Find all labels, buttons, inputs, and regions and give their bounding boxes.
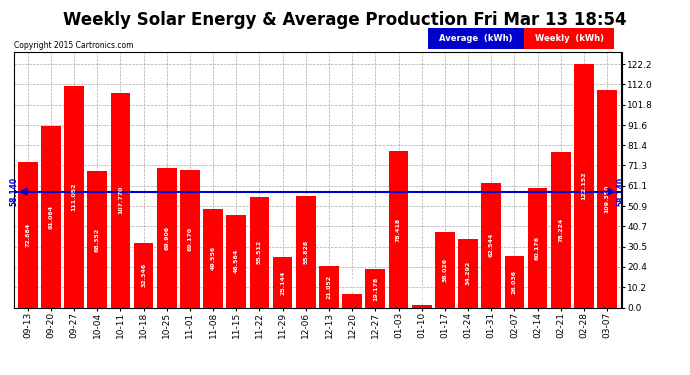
Bar: [412, 306, 431, 308]
Text: 1.030: 1.030: [420, 284, 424, 303]
Bar: [64, 86, 84, 308]
Text: 19.178: 19.178: [373, 276, 378, 300]
Bar: [180, 170, 200, 308]
Bar: [504, 256, 524, 308]
Text: Weekly Solar Energy & Average Production Fri Mar 13 18:54: Weekly Solar Energy & Average Production…: [63, 11, 627, 29]
Bar: [574, 64, 594, 308]
Text: 49.556: 49.556: [210, 246, 215, 270]
Text: 69.170: 69.170: [188, 226, 193, 251]
Text: 34.292: 34.292: [466, 261, 471, 285]
Text: 32.346: 32.346: [141, 263, 146, 287]
Bar: [296, 196, 315, 308]
Bar: [134, 243, 153, 308]
Bar: [41, 126, 61, 308]
Bar: [250, 197, 269, 308]
Bar: [458, 239, 478, 308]
Text: 21.052: 21.052: [326, 274, 331, 298]
Text: 107.770: 107.770: [118, 186, 123, 214]
Bar: [226, 215, 246, 308]
Text: 46.564: 46.564: [234, 249, 239, 273]
Bar: [342, 294, 362, 307]
Text: 6.808: 6.808: [350, 272, 355, 292]
Text: 55.512: 55.512: [257, 240, 262, 264]
Bar: [18, 162, 37, 308]
Bar: [366, 269, 385, 308]
Text: 91.064: 91.064: [48, 205, 53, 229]
Text: 25.144: 25.144: [280, 270, 285, 295]
Text: 69.906: 69.906: [164, 226, 169, 250]
Bar: [319, 266, 339, 308]
Text: 60.176: 60.176: [535, 236, 540, 260]
Text: 78.224: 78.224: [558, 217, 563, 242]
Bar: [110, 93, 130, 308]
Bar: [528, 188, 547, 308]
Text: 26.036: 26.036: [512, 270, 517, 294]
Text: Average  (kWh): Average (kWh): [440, 34, 513, 43]
Bar: [88, 171, 107, 308]
Text: 111.052: 111.052: [72, 183, 77, 211]
Text: 55.828: 55.828: [304, 240, 308, 264]
Text: 68.352: 68.352: [95, 227, 100, 252]
Text: 78.418: 78.418: [396, 217, 401, 242]
Bar: [388, 151, 408, 308]
Bar: [204, 209, 223, 308]
Text: Copyright 2015 Cartronics.com: Copyright 2015 Cartronics.com: [14, 41, 133, 50]
Bar: [598, 90, 617, 308]
Bar: [551, 152, 571, 308]
Text: 122.152: 122.152: [582, 171, 586, 200]
Text: Weekly  (kWh): Weekly (kWh): [535, 34, 604, 43]
Text: 58.140: 58.140: [616, 177, 626, 206]
Text: 58.140: 58.140: [9, 177, 19, 206]
Bar: [482, 183, 501, 308]
Text: 62.544: 62.544: [489, 233, 494, 257]
Bar: [157, 168, 177, 308]
Text: 72.884: 72.884: [26, 223, 30, 247]
Bar: [273, 257, 293, 307]
Text: 38.026: 38.026: [442, 258, 447, 282]
Text: 109.350: 109.350: [604, 184, 609, 213]
Bar: [435, 232, 455, 308]
